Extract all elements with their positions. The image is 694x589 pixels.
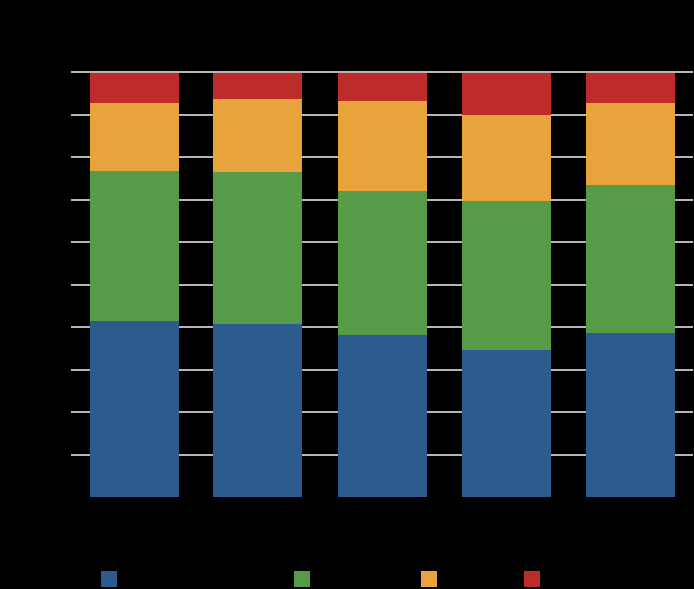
legend-swatch-green — [294, 571, 310, 587]
bar-segment-red — [90, 72, 179, 104]
bar-segment-green — [90, 170, 179, 321]
bar-segment-orange — [338, 101, 427, 192]
stacked-bar — [338, 72, 427, 497]
bar-segment-red — [338, 72, 427, 102]
bar-segment-red — [213, 72, 302, 99]
gridline — [71, 71, 693, 73]
legend-swatch-red — [524, 571, 540, 587]
chart-legend — [0, 571, 694, 587]
legend-swatch-blue — [101, 571, 117, 587]
bar-segment-blue — [338, 335, 427, 497]
bar-segment-red — [586, 72, 675, 103]
bar-segment-blue — [90, 320, 179, 497]
bar-segment-green — [462, 201, 551, 350]
legend-swatch-orange — [421, 571, 437, 587]
bar-segment-red — [462, 72, 551, 115]
bar-segment-green — [213, 172, 302, 325]
stacked-bar — [462, 72, 551, 497]
stacked-bar — [586, 72, 675, 497]
bar-segment-orange — [586, 102, 675, 186]
bar-segment-green — [586, 185, 675, 333]
bar-segment-green — [338, 191, 427, 336]
stacked-bar — [90, 72, 179, 497]
bar-segment-orange — [90, 103, 179, 171]
bar-segment-orange — [462, 114, 551, 202]
bar-segment-blue — [586, 332, 675, 497]
bar-segment-orange — [213, 98, 302, 173]
bar-segment-blue — [213, 324, 302, 497]
stacked-bar — [213, 72, 302, 497]
bar-segment-blue — [462, 349, 551, 497]
